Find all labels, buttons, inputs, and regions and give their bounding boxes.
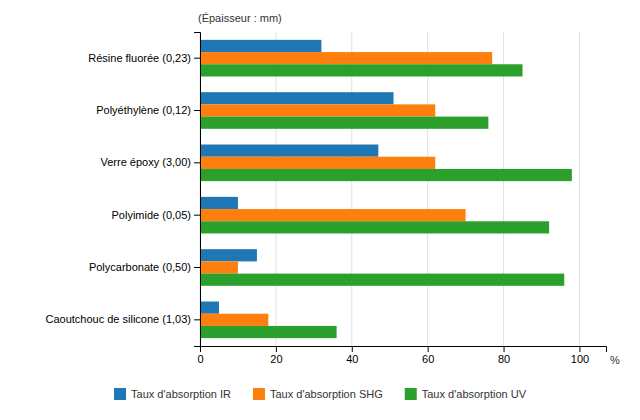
x-tick: 20 [270,346,282,365]
legend-item: Taux d'absorption UV [405,388,527,400]
legend-swatch [114,388,126,400]
bar [200,274,564,286]
tick-label: Polycarbonate (0,50) [89,261,191,273]
bar [200,249,257,261]
legend-item: Taux d'absorption SHG [253,388,383,400]
y-tick: Polyéthylène (0,12) [96,104,200,116]
bar [200,302,219,314]
x-tick: 60 [422,346,434,365]
x-axis: 0 20 40 60 80 100 [197,346,606,365]
tick-mark [194,319,200,320]
legend-label: Taux d'absorption IR [131,388,231,400]
bar [200,169,572,181]
grid-line [503,32,504,346]
chart-svg: 0 20 40 60 80 100 Résine fluorée (0,23) Polyéth… [0,0,640,420]
bar [200,117,488,129]
tick-mark [194,58,200,59]
y-tick: Caoutchouc de silicone (1,03) [45,313,200,325]
tick-label: Verre époxy (3,00) [101,156,192,168]
bar [200,314,268,326]
bar [200,209,466,221]
tick-mark [276,346,277,352]
y-axis: Résine fluorée (0,23) Polyéthylène (0,12)… [45,33,200,347]
x-axis-label: % [610,354,620,366]
bar [200,326,337,338]
x-tick: 40 [346,346,358,365]
tick-mark [352,346,353,352]
legend: Taux d'absorption IR Taux d'absorption SH… [114,388,527,400]
legend-label: Taux d'absorption UV [422,388,527,400]
x-tick: 80 [498,346,510,365]
bar [200,64,523,76]
tick-mark [194,215,200,216]
tick-label: Résine fluorée (0,23) [88,52,191,64]
grid-line [275,32,276,346]
tick-mark [579,346,580,352]
bar [200,197,238,209]
y-tick: Résine fluorée (0,23) [88,52,200,64]
tick-mark [428,346,429,352]
bar-series [200,64,572,338]
bar [200,40,321,52]
legend-label: Taux d'absorption SHG [270,388,383,400]
tick-label: Polyéthylène (0,12) [96,104,191,116]
bar [200,104,435,116]
grid-line [427,32,428,346]
y-tick: Verre époxy (3,00) [101,156,201,168]
bar [200,52,492,64]
x-tick: 0 [197,346,203,365]
bar [200,92,394,104]
plot-area: 0 20 40 60 80 100 Résine fluorée (0,23) Polyéth… [45,12,620,366]
bar [200,145,378,157]
tick-label: 100 [571,353,589,365]
tick-label: 40 [346,353,358,365]
tick-mark [194,267,200,268]
tick-label: Caoutchouc de silicone (1,03) [45,313,191,325]
bar [200,157,435,169]
axis-line [194,33,201,347]
bar [200,221,549,233]
legend-swatch [405,388,417,400]
tick-label: 80 [498,353,510,365]
axis-line [201,347,607,353]
bars [200,40,572,338]
legend-item: Taux d'absorption IR [114,388,231,400]
y-tick: Polyimide (0,05) [112,209,200,221]
y-tick: Polycarbonate (0,50) [89,261,200,273]
tick-mark [504,346,505,352]
grid [200,32,579,346]
tick-label: 0 [197,353,203,365]
tick-mark [194,110,200,111]
tick-mark [194,162,200,163]
tick-label: Polyimide (0,05) [112,209,191,221]
tick-label: 60 [422,353,434,365]
bar [200,261,238,273]
legend-swatch [253,388,265,400]
x-tick: 100 [571,346,589,365]
grid-line [579,32,580,346]
grid-line [351,32,352,346]
tick-label: 20 [270,353,282,365]
annotation: (Épaisseur : mm) [198,12,282,24]
chart-container: 0 20 40 60 80 100 Résine fluorée (0,23) Polyéth… [0,0,640,420]
